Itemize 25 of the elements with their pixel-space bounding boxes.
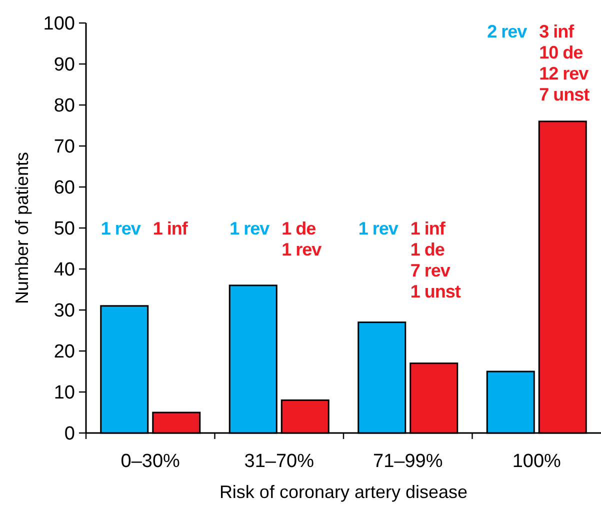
annotation: 1 rev	[230, 218, 270, 238]
x-tick-label: 0–30%	[120, 451, 180, 472]
annotation: 1 inf 1 de 7 rev 1 unst	[410, 218, 461, 302]
y-tick-label: 90	[54, 54, 75, 76]
y-tick-label: 40	[54, 260, 75, 281]
y-axis-title: Number of patients	[12, 152, 32, 304]
y-tick-label: 70	[54, 136, 75, 158]
y-tick-label: 20	[54, 342, 75, 363]
y-tick-label: 60	[54, 178, 75, 199]
x-axis-title: Risk of coronary artery disease	[219, 482, 468, 502]
y-tick-label: 10	[54, 382, 75, 404]
y-tick-label: 50	[54, 218, 75, 240]
y-tick-label: 100	[43, 14, 75, 35]
annotation: 1 rev	[100, 218, 141, 238]
x-tick-label: 71–99%	[373, 451, 443, 472]
annotation: 1 de 1 rev	[282, 218, 322, 260]
annotation: 1 rev	[358, 218, 398, 238]
x-tick-label: 31–70%	[244, 451, 314, 472]
y-tick-label: 30	[54, 300, 75, 322]
x-tick-label: 100%	[512, 451, 562, 472]
y-tick-label: 0	[64, 424, 75, 445]
annotation: 1 inf	[152, 218, 189, 238]
annotation: 3 inf 10 de 12 rev 7 unst	[539, 22, 590, 105]
y-tick-label: 80	[54, 96, 75, 117]
annotation: 2 rev	[487, 22, 528, 42]
